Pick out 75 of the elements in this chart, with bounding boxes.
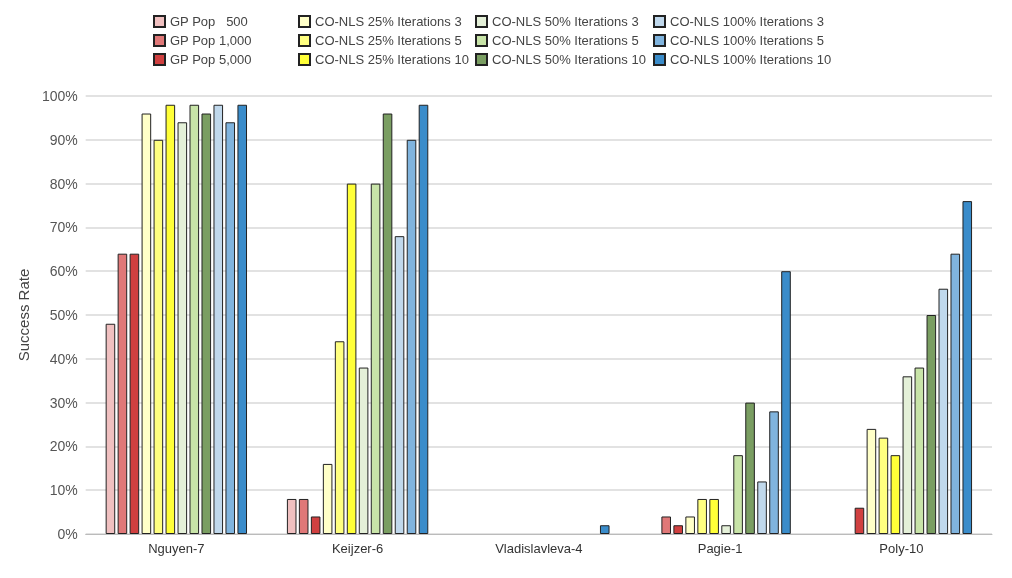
- bar: [346, 183, 357, 534]
- legend-label: CO-NLS 100% Iterations 3: [670, 14, 824, 29]
- bar: [225, 122, 236, 534]
- y-tick-label: 40%: [49, 350, 78, 367]
- legend-label: CO-NLS 50% Iterations 10: [492, 52, 646, 67]
- bar: [781, 271, 791, 534]
- bar: [962, 201, 973, 534]
- bar: [878, 437, 889, 534]
- bar: [153, 139, 164, 534]
- bar: [890, 455, 901, 534]
- bar: [370, 183, 381, 534]
- legend-label: CO-NLS 25% Iterations 5: [315, 33, 462, 48]
- bar: [926, 315, 937, 534]
- bar: [406, 139, 417, 534]
- y-tick-label: 100%: [41, 88, 78, 104]
- bar: [733, 455, 743, 534]
- y-tick-label: 30%: [49, 394, 78, 411]
- bar: [201, 113, 212, 534]
- bar: [286, 498, 297, 534]
- bar: [358, 367, 369, 534]
- legend-label: CO-NLS 25% Iterations 10: [315, 52, 469, 67]
- bar: [854, 507, 865, 534]
- y-tick-label: 10%: [49, 482, 78, 499]
- bar: [237, 104, 248, 534]
- bar: [745, 402, 755, 534]
- bar: [661, 516, 671, 534]
- legend-label: GP Pop 1,000: [170, 33, 252, 48]
- bar: [673, 525, 683, 534]
- bar: [189, 104, 200, 534]
- legend-label: GP Pop 500: [170, 14, 248, 29]
- bar: [129, 253, 140, 534]
- y-tick-label: 80%: [49, 175, 78, 192]
- bar: [213, 104, 224, 534]
- legend-label: CO-NLS 50% Iterations 3: [492, 14, 639, 29]
- y-tick-label: 70%: [49, 219, 78, 236]
- bar: [382, 113, 393, 534]
- bar: [902, 376, 913, 534]
- y-tick-label: 20%: [49, 438, 78, 455]
- y-tick-label: 0%: [57, 526, 78, 542]
- bar: [938, 288, 949, 534]
- x-tick-label: Poly-10: [879, 541, 924, 556]
- x-tick-label: Nguyen-7: [148, 541, 205, 556]
- legend-label: CO-NLS 25% Iterations 3: [315, 14, 462, 29]
- legend-label: CO-NLS 50% Iterations 5: [492, 33, 639, 48]
- bar: [105, 323, 116, 534]
- bar: [141, 113, 152, 534]
- x-tick-label: Pagie-1: [697, 541, 743, 556]
- bar: [165, 104, 176, 534]
- legend-label: CO-NLS 100% Iterations 5: [670, 33, 824, 48]
- bar: [599, 525, 610, 534]
- bar: [866, 428, 877, 534]
- x-tick-label: Vladislavleva-4: [495, 541, 583, 556]
- bar: [322, 463, 333, 534]
- bar: [721, 525, 731, 534]
- bar: [334, 341, 345, 534]
- bar: [757, 481, 767, 534]
- bar: [685, 516, 695, 534]
- y-tick-label: 50%: [49, 307, 78, 323]
- bar: [709, 498, 719, 534]
- legend-label: GP Pop 5,000: [170, 52, 252, 67]
- bar: [697, 498, 707, 534]
- bar: [117, 253, 128, 534]
- bar: [914, 367, 925, 534]
- bar: [394, 236, 405, 534]
- y-tick-label: 60%: [49, 263, 78, 280]
- y-tick-label: 90%: [49, 131, 78, 148]
- bar: [298, 498, 309, 534]
- legend-label: CO-NLS 100% Iterations 10: [670, 52, 832, 67]
- bar: [310, 516, 321, 534]
- bar: [177, 122, 188, 534]
- y-axis-title: Success Rate: [15, 268, 32, 362]
- x-tick-label: Keijzer-6: [331, 541, 384, 556]
- bar: [418, 104, 429, 534]
- bar: [950, 253, 961, 534]
- bar: [769, 411, 779, 534]
